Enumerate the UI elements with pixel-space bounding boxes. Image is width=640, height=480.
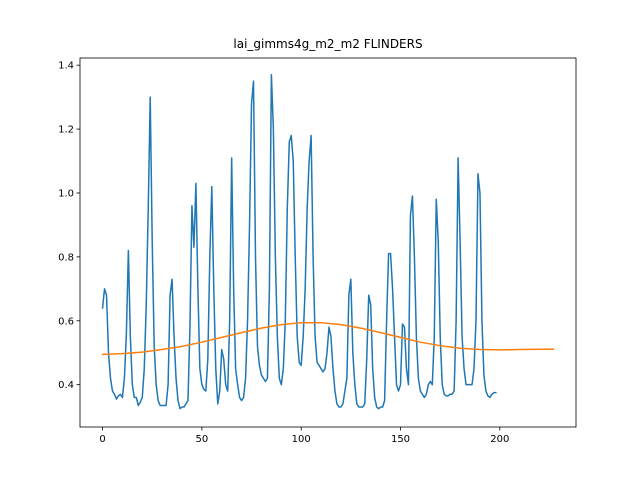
- x-tick-label: 50: [195, 434, 208, 445]
- axes-frame: [79, 57, 577, 428]
- x-tick-label: 200: [490, 434, 509, 445]
- y-tick-label: 0.8: [58, 252, 74, 263]
- y-tick-label: 1.2: [58, 125, 74, 136]
- y-tick-label: 0.4: [58, 380, 74, 391]
- y-tick-label: 0.6: [58, 316, 74, 327]
- x-tick-label: 150: [391, 434, 410, 445]
- series-line-2: [101, 321, 555, 356]
- x-tick-label: 100: [292, 434, 311, 445]
- y-tick-label: 1.4: [58, 61, 74, 72]
- y-tick-label: 1.0: [58, 188, 74, 199]
- series-layer: [101, 74, 555, 410]
- chart-title: lai_gimms4g_m2_m2 FLINDERS: [233, 37, 422, 51]
- series-line-1: [101, 74, 497, 410]
- axes-layer: 0 50 100 150 200 0.4 0.6 0.8 1.0 1.2 1.4: [58, 57, 577, 445]
- x-tick-label: 0: [99, 434, 105, 445]
